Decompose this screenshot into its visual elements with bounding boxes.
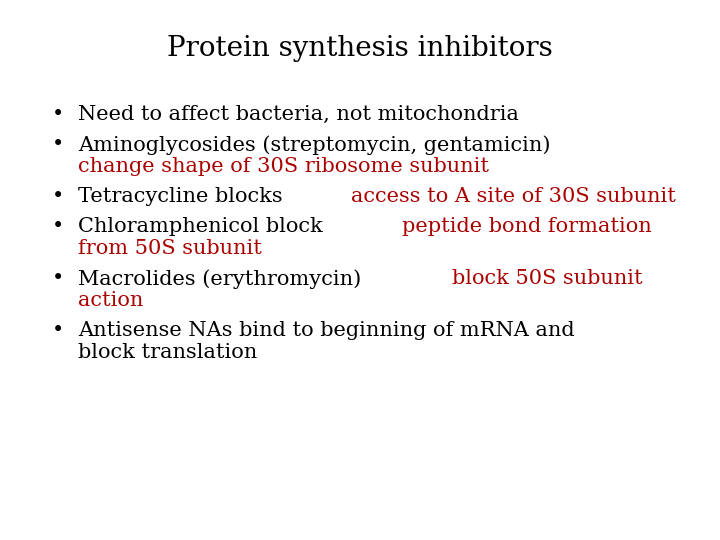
Text: access to A site of 30S subunit: access to A site of 30S subunit (351, 187, 675, 206)
Text: peptide bond formation: peptide bond formation (402, 217, 652, 236)
Text: Macrolides (erythromycin): Macrolides (erythromycin) (78, 269, 368, 289)
Text: block 50S subunit: block 50S subunit (452, 269, 643, 288)
Text: Antisense NAs bind to beginning of mRNA and: Antisense NAs bind to beginning of mRNA … (78, 321, 575, 340)
Text: Chloramphenicol block: Chloramphenicol block (78, 217, 329, 236)
Text: •: • (52, 269, 64, 288)
Text: •: • (52, 135, 64, 154)
Text: action: action (78, 291, 143, 310)
Text: change shape of 30S ribosome subunit: change shape of 30S ribosome subunit (78, 157, 489, 176)
Text: from 50S subunit: from 50S subunit (78, 239, 262, 258)
Text: Need to affect bacteria, not mitochondria: Need to affect bacteria, not mitochondri… (78, 105, 519, 124)
Text: Protein synthesis inhibitors: Protein synthesis inhibitors (167, 35, 553, 62)
Text: Tetracycline blocks: Tetracycline blocks (78, 187, 289, 206)
Text: •: • (52, 105, 64, 124)
Text: •: • (52, 217, 64, 236)
Text: •: • (52, 187, 64, 206)
Text: •: • (52, 321, 64, 340)
Text: Aminoglycosides (streptomycin, gentamicin): Aminoglycosides (streptomycin, gentamici… (78, 135, 551, 154)
Text: block translation: block translation (78, 343, 257, 362)
